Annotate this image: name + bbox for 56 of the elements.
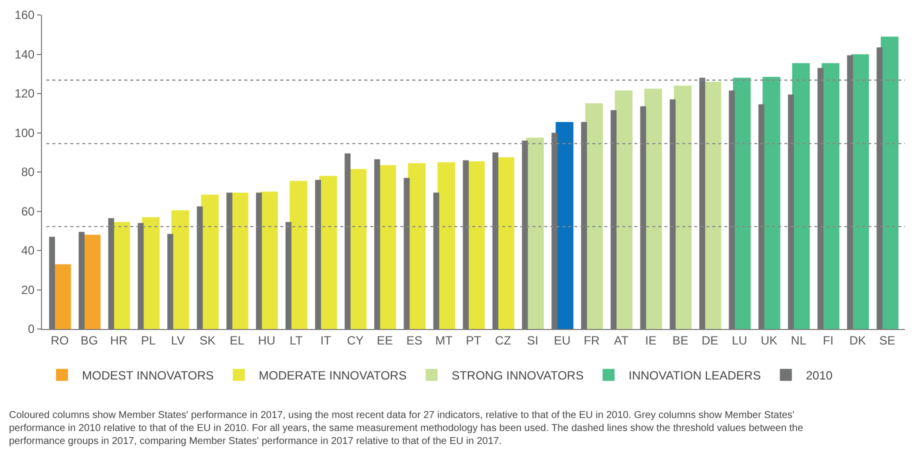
x-tick-label: PT [466, 333, 482, 348]
bar [112, 222, 130, 329]
y-tick-label: 80 [21, 165, 35, 180]
x-tick-label: SE [879, 333, 896, 348]
bar [171, 210, 190, 329]
x-tick-label: SI [526, 333, 538, 348]
y-tick-label: 100 [14, 126, 35, 140]
x-tick-label: HU [258, 333, 276, 348]
bar [290, 180, 308, 329]
bar [674, 86, 692, 329]
y-tick-label: 0 [28, 322, 35, 336]
text: Coloured columns show Member States' performance in 2017, using the most recent data for 27 indicators, relative to that of the EU in 2010. Grey columns show Member States' performance in 2010 relative to that of the EU in 2010. For all years, the same measurement methodology has been used. The dashed lines show the threshold values between the performance groups in 2017, comparing Member States' performance in 2017 relative to that of the EU in 2017. [9, 410, 804, 447]
bar [408, 163, 426, 329]
x-tick-label: CY [346, 333, 364, 348]
y-tick-label: 40 [21, 244, 35, 258]
legend-label: MODERATE INNOVATORS [258, 368, 407, 383]
legend-label: 2010 [806, 368, 833, 383]
x-tick-label: CZ [495, 333, 512, 348]
legend-label: MODEST INNOVATORS [82, 368, 214, 383]
x-tick-label: ES [406, 333, 422, 348]
x-tick-label: FI [822, 333, 834, 348]
x-tick-label: DK [849, 333, 866, 348]
bar [378, 165, 396, 329]
bar [437, 162, 456, 329]
x-tick-label: SK [200, 333, 216, 348]
legend-label: STRONG INNOVATORS [452, 368, 584, 383]
x-tick-label: PL [141, 333, 156, 348]
legend-label: INNOVATION LEADERS [628, 368, 761, 383]
bar [703, 82, 722, 329]
bar [644, 88, 662, 329]
x-tick-label: LU [732, 333, 748, 348]
y-tick-label: 120 [14, 86, 35, 101]
x-tick-label: LV [171, 333, 185, 348]
x-tick-label: HR [110, 333, 128, 348]
x-tick-label: EL [230, 333, 245, 348]
x-tick-label: RO [50, 333, 69, 348]
x-tick-label: UK [760, 333, 778, 348]
x-tick-label: IE [645, 333, 656, 348]
x-tick-label: DE [702, 333, 718, 348]
x-tick-label: IT [320, 333, 332, 348]
x-tick-label: BE [672, 333, 688, 348]
bar [348, 169, 367, 329]
bar [142, 217, 160, 329]
x-tick-label: LT [290, 333, 304, 348]
x-tick-label: BG [80, 333, 98, 348]
x-tick-label: EU [554, 333, 570, 348]
y-tick-label: 20 [21, 282, 35, 297]
y-tick-label: 60 [21, 204, 35, 218]
x-tick-label: FR [584, 333, 600, 348]
x-tick-label: EE [376, 333, 393, 348]
x-tick-label: MT [435, 333, 454, 348]
y-tick-label: 140 [14, 47, 35, 62]
y-tick-label: 160 [14, 8, 35, 22]
bar [82, 234, 101, 329]
x-tick-label: NL [790, 333, 807, 348]
x-tick-label: AT [614, 333, 630, 348]
